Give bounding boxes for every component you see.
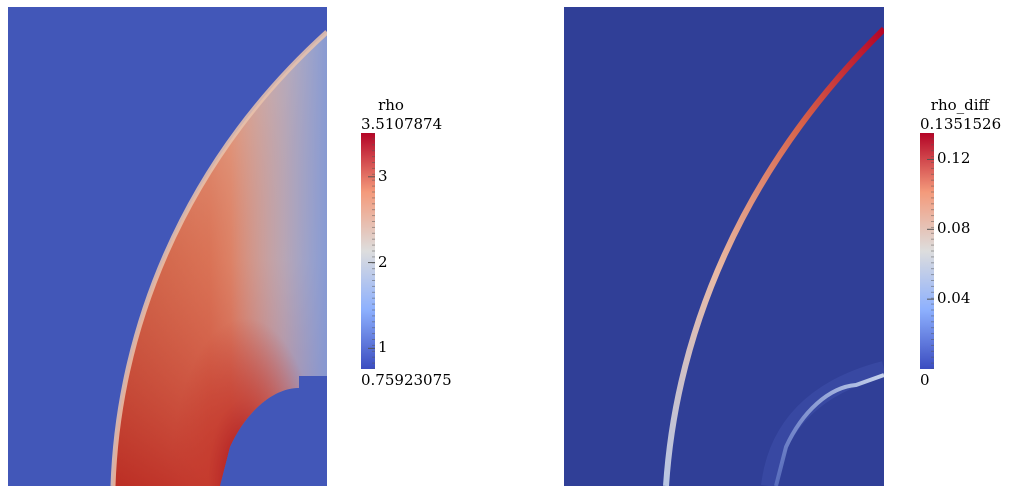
rho-diff-colorbar: rho_diff 0.1351526 0.12 0.08 0.04 0 (920, 96, 1009, 396)
rho-diff-shock-front (663, 26, 884, 486)
rho-tick-label: 3 (378, 166, 388, 185)
rho-plot (8, 7, 327, 486)
rho-diff-tick-label: 0.04 (937, 289, 971, 308)
rho-diff-colorbar-min: 0 (920, 371, 930, 389)
rho-shock-front (110, 30, 327, 486)
rho-diff-plot (564, 7, 884, 486)
rho-cylinder-body (220, 376, 327, 486)
rho-diff-colorbar-max: 0.1351526 (920, 115, 1002, 133)
rho-diff-tick-label: 0.12 (937, 149, 971, 168)
rho-field-image (8, 7, 327, 486)
rho-diff-colorbar-title: rho_diff (930, 96, 990, 114)
rho-diff-cylinder-arc (774, 373, 884, 486)
rho-diff-field-image (564, 7, 884, 486)
rho-colorbar-max: 3.5107874 (361, 115, 443, 133)
rho-colorbar: rho 3.5107874 3 2 1 0.75923075 (361, 96, 471, 396)
rho-tick-label: 2 (378, 252, 388, 271)
rho-colorbar-title: rho (378, 96, 404, 114)
rho-colorbar-gradient (361, 133, 375, 369)
rho-diff-colorbar-gradient (920, 133, 934, 369)
rho-diff-tick-label: 0.08 (937, 219, 971, 238)
rho-colorbar-min: 0.75923075 (361, 371, 452, 389)
rho-tick-label: 1 (378, 338, 388, 357)
